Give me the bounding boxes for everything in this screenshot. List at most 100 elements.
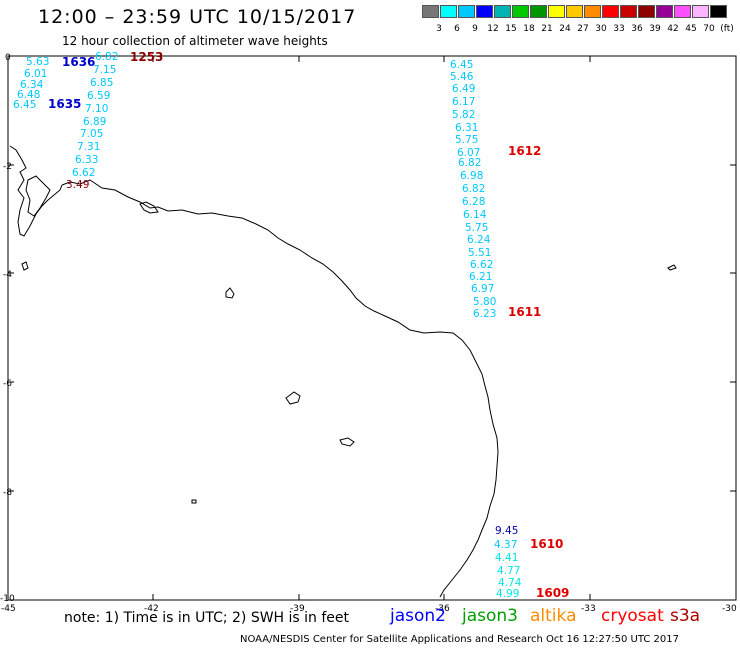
swh-value: 6.14 [463, 209, 487, 221]
scale-swatch [422, 5, 439, 18]
swh-value: 6.28 [462, 196, 485, 208]
lat-label: -2 [3, 162, 12, 172]
marajo-island [25, 175, 51, 217]
lat-labels: 0 -2 -4 -6 -8 -10 [0, 53, 15, 604]
lon-label: -42 [144, 604, 159, 614]
lon-label: -39 [290, 604, 305, 614]
swh-value: 6.49 [452, 83, 475, 95]
satellite-jason2: jason2 [390, 606, 446, 626]
scale-swatch [602, 5, 619, 18]
swh-value: 6.34 [20, 79, 44, 91]
swh-value: 6.62 [72, 167, 95, 179]
scale-label: 6 [454, 24, 460, 34]
swh-value: 4.41 [495, 552, 518, 564]
scale-swatch [440, 5, 457, 18]
wave-height-labels: 5.636.016.346.486.456.827.156.856.597.10… [13, 51, 522, 600]
scale-swatch [692, 5, 709, 18]
pass-id: 1610 [530, 537, 563, 551]
swh-value: 5.75 [465, 222, 488, 234]
scale-swatch [476, 5, 493, 18]
swh-value: 6.31 [455, 122, 478, 134]
swh-value: 6.17 [452, 96, 475, 108]
scale-label: (ft) [720, 24, 734, 34]
swh-value: 7.15 [93, 64, 116, 76]
lat-label: -10 [0, 594, 15, 604]
scale-label: 18 [523, 24, 535, 34]
swh-value: 6.85 [90, 77, 113, 89]
swh-value: 5.46 [450, 71, 474, 83]
lon-label: -30 [722, 604, 737, 614]
swh-value: 6.33 [75, 154, 98, 166]
swh-value: 7.10 [85, 103, 108, 115]
lat-label: -4 [3, 270, 12, 280]
scale-label: 42 [667, 24, 679, 34]
pass-id: 1609 [536, 586, 569, 600]
swh-value: 7.05 [80, 128, 103, 140]
lat-label: -8 [3, 488, 12, 498]
brazil-coastline [61, 179, 499, 598]
swh-value: 3.49 [66, 179, 89, 191]
swh-value: 4.77 [497, 565, 520, 577]
amazon-delta-coastline [9, 145, 63, 237]
swh-value: 5.82 [452, 109, 475, 121]
scale-swatch [530, 5, 547, 18]
page-title: 12:00 – 23:59 UTC 10/15/2017 [38, 6, 357, 28]
swh-value: 5.80 [473, 296, 496, 308]
scale-label: 70 [703, 24, 715, 34]
scale-label: 24 [559, 24, 571, 34]
scale-label: 33 [613, 24, 625, 34]
satellite-cryosat: cryosat [601, 606, 664, 626]
swh-value: 7.31 [77, 141, 100, 153]
scale-label: 39 [649, 24, 661, 34]
scale-swatch [458, 5, 475, 18]
lon-labels: -45 -42 -39 -36 -33 -30 [1, 604, 737, 614]
scale-swatch [512, 5, 529, 18]
pass-id: 1612 [508, 144, 541, 158]
scale-swatch [494, 5, 511, 18]
pass-id: 1636 [62, 55, 95, 69]
scale-label: 45 [685, 24, 697, 34]
page-subtitle: 12 hour collection of altimeter wave hei… [62, 34, 328, 48]
scale-swatch [638, 5, 655, 18]
satellite-altika: altika [530, 606, 577, 626]
pass-id: 1635 [48, 97, 81, 111]
scale-label: 12 [487, 24, 499, 34]
inland-lake [339, 437, 355, 447]
swh-value: 5.63 [26, 56, 49, 68]
scale-swatch [566, 5, 583, 18]
scale-label: 27 [577, 24, 589, 34]
swh-value: 5.51 [468, 247, 491, 259]
swh-value: 6.48 [17, 89, 40, 101]
note-text: note: 1) Time is in UTC; 2) SWH is in fe… [64, 610, 350, 626]
scale-label: 3 [436, 24, 442, 34]
scale-swatch [584, 5, 601, 18]
fernando-de-noronha [667, 264, 677, 271]
lon-label: -33 [581, 604, 596, 614]
lon-label: -45 [1, 604, 16, 614]
swh-value: 6.23 [473, 308, 496, 320]
pass-id: 1253 [130, 50, 163, 64]
satellite-s3a: s3a [670, 606, 701, 626]
swh-value: 6.01 [24, 68, 47, 80]
swh-value: 6.82 [458, 157, 481, 169]
lon-ticks [152, 56, 591, 600]
lat-label: -6 [3, 379, 12, 389]
small-island [21, 261, 29, 271]
scale-label: 36 [631, 24, 643, 34]
swh-value: 6.07 [457, 147, 480, 159]
swh-value: 4.99 [496, 588, 519, 600]
swh-value: 6.45 [13, 99, 36, 111]
scale-swatch [656, 5, 673, 18]
swh-value: 6.89 [83, 116, 106, 128]
small-islet [191, 499, 197, 504]
swh-value: 6.82 [95, 51, 118, 63]
inland-lake [285, 391, 301, 405]
lat-ticks [8, 55, 736, 601]
swh-value: 6.21 [469, 271, 492, 283]
swh-value: 9.45 [495, 525, 518, 537]
scale-swatch [548, 5, 565, 18]
satellite-jason3: jason3 [462, 606, 518, 626]
scale-label: 15 [505, 24, 517, 34]
swh-value: 6.98 [460, 170, 483, 182]
